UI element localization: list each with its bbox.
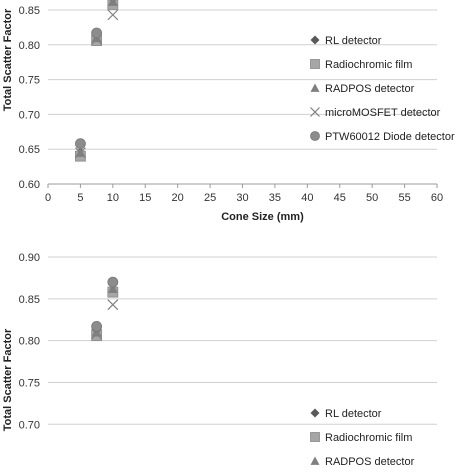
x-tick-label: 30 <box>236 192 248 204</box>
series-square <box>75 0 119 162</box>
legend-marker-triangle <box>310 83 320 92</box>
series-circle <box>75 0 117 150</box>
x-tick-label: 10 <box>107 192 119 204</box>
data-point-circle <box>91 27 103 39</box>
y-tick-label: 0.85 <box>19 5 40 17</box>
legend-marker-triangle <box>310 456 320 465</box>
legend-marker-x <box>310 107 320 117</box>
legend: RL detector Radiochromic film RADPOS detec… <box>310 35 455 143</box>
legend-marker-diamond <box>310 35 320 45</box>
legend-marker-square <box>310 59 320 69</box>
x-tick-label: 25 <box>204 192 216 204</box>
legend: RL detector Radiochromic film RADPOS detec… <box>310 408 415 468</box>
y-tick-label: 0.90 <box>19 252 40 264</box>
chart-panel-2: 0.70 0.75 0.80 0.85 0.90 Total Scatter Factor… <box>2 252 437 468</box>
legend-label: Radiochromic film <box>325 432 412 444</box>
y-tick-label: 0.70 <box>19 419 40 431</box>
y-tick-label: 0.70 <box>19 109 40 121</box>
x-tick-label: 20 <box>172 192 184 204</box>
data-point-triangle <box>107 283 118 294</box>
chart-panel-1: 0.60 0.65 0.70 0.75 0.80 0.85 0 5 10 15 20 25 30 35 40… <box>2 0 455 223</box>
data-point-circle <box>107 276 119 288</box>
x-tick-label: 60 <box>431 192 443 204</box>
y-axis-title: Total Scatter Factor <box>2 8 14 111</box>
legend-label: RL detector <box>325 408 382 420</box>
x-axis-title: Cone Size (mm) <box>221 211 304 223</box>
x-tick-label: 50 <box>366 192 378 204</box>
x-tick-label: 55 <box>398 192 410 204</box>
data-point-x <box>107 299 119 311</box>
data-point-circle <box>91 321 103 332</box>
data-point-triangle <box>107 0 118 6</box>
series-x <box>91 299 119 340</box>
data-point-x-stroke-b <box>107 299 119 311</box>
x-tick-label: 5 <box>77 192 83 204</box>
legend-label: PTW60012 Diode detector <box>325 131 455 143</box>
data-point-x <box>74 147 86 159</box>
x-tick-label: 35 <box>269 192 281 204</box>
x-tick-label: 40 <box>301 192 313 204</box>
legend-marker-circle <box>310 131 320 141</box>
series-diamond <box>75 0 118 158</box>
legend-marker-diamond <box>310 408 320 418</box>
y-axis-title: Total Scatter Factor <box>2 328 14 431</box>
legend-label: RL detector <box>325 35 382 47</box>
legend-marker-square <box>310 432 320 442</box>
legend-label: RADPOS detector <box>325 83 415 95</box>
x-tick-label: 15 <box>139 192 151 204</box>
y-tick-label: 0.85 <box>19 294 40 306</box>
data-point-circle <box>109 0 117 2</box>
data-point-triangle <box>91 327 102 337</box>
y-tick-label: 0.65 <box>19 144 40 156</box>
data-point-circle <box>75 138 86 150</box>
data-point-x-stroke-b <box>107 9 119 21</box>
y-tick-label: 0.60 <box>19 179 40 191</box>
x-tick-label: 0 <box>45 192 51 204</box>
legend-label: microMOSFET detector <box>325 107 441 119</box>
series-triangle <box>75 0 118 157</box>
x-tick-label: 45 <box>334 192 346 204</box>
data-point-x-stroke-b <box>74 147 86 159</box>
series-circle <box>91 276 119 332</box>
y-tick-label: 0.75 <box>19 377 40 389</box>
y-tick-label: 0.75 <box>19 75 40 87</box>
y-tick-label: 0.80 <box>19 40 40 52</box>
data-point-x <box>107 9 119 21</box>
legend-label: RADPOS detector <box>325 456 415 468</box>
legend-label: Radiochromic film <box>325 59 412 71</box>
legend-marker-x-stroke-b <box>310 107 320 117</box>
series-triangle <box>91 283 118 337</box>
y-tick-label: 0.80 <box>19 336 40 348</box>
